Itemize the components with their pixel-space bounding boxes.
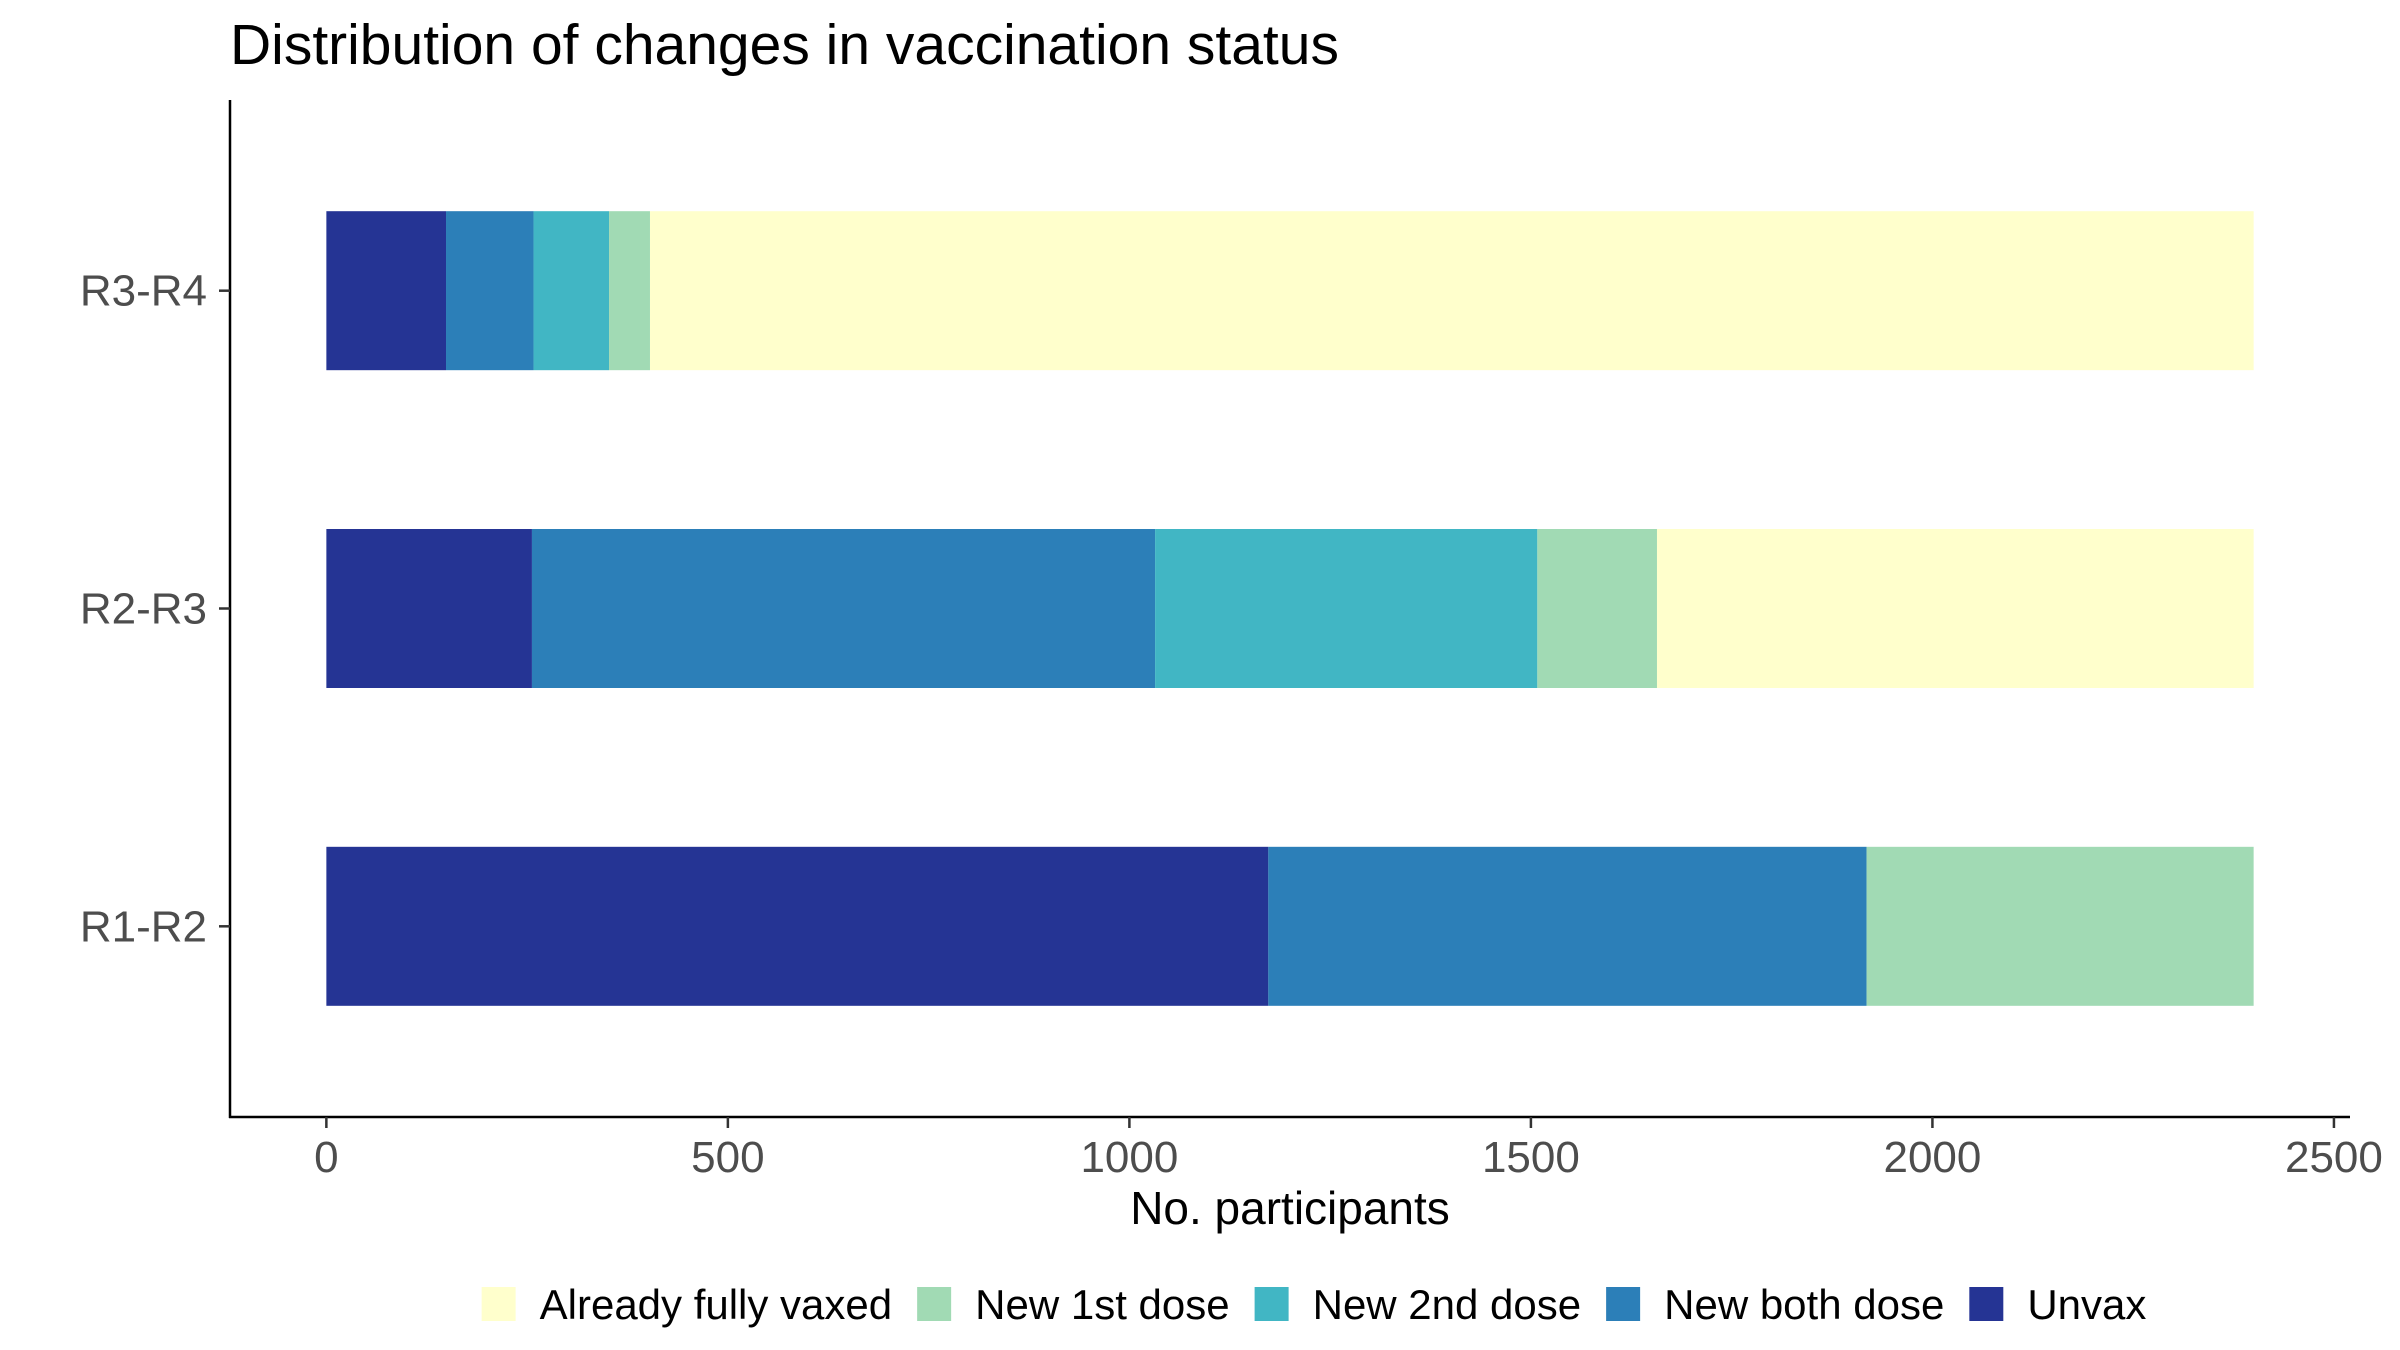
bar-unvax-r3-r4 [326,211,447,371]
bar-new-both-dose-r3-r4 [446,211,534,371]
x-tick-label-500: 500 [691,1133,764,1182]
y-tick-label-r2-r3: R2-R3 [80,585,207,634]
x-tick-label-0: 0 [314,1133,338,1182]
x-axis: 0 500 1000 1500 2000 2500 [229,1115,2383,1182]
bar-unvax-r2-r3 [326,529,532,688]
bar-already-fully-vaxed-r3-r4 [649,211,2254,371]
legend-label-new-both-dose: New both dose [1664,1281,1944,1328]
legend-key-new-1st-dose [917,1287,952,1321]
legend-item-new-both-dose: New both dose [1606,1281,1944,1328]
legend-item-new-2nd-dose: New 2nd dose [1254,1281,1582,1328]
bar-unvax-r1-r2 [326,846,1269,1006]
x-tick-label-2000: 2000 [1883,1133,1981,1182]
bar-new-both-dose-r2-r3 [531,529,1156,688]
x-tick-label-1500: 1500 [1482,1133,1580,1182]
legend-label-already-fully-vaxed: Already fully vaxed [540,1281,893,1328]
x-tick-label-2500: 2500 [2285,1133,2383,1182]
bar-new-2nd-dose-r2-r3 [1155,529,1538,688]
legend-item-new-1st-dose: New 1st dose [917,1281,1230,1328]
bar-new-2nd-dose-r3-r4 [533,211,610,371]
legend-key-new-2nd-dose [1254,1287,1289,1321]
y-tick-label-r1-r2: R1-R2 [80,902,207,951]
bar-new-1st-dose-r1-r2 [1866,846,2254,1006]
x-axis-label: No. participants [1130,1182,1450,1234]
legend-label-new-1st-dose: New 1st dose [975,1281,1229,1328]
legend-key-already-fully-vaxed [481,1287,516,1321]
y-axis: R3-R4 R2-R3 R1-R2 [80,100,232,1118]
x-tick-label-1000: 1000 [1080,1133,1178,1182]
legend-item-unvax: Unvax [1969,1281,2146,1328]
bar-new-1st-dose-r3-r4 [609,211,650,371]
y-tick-label-r3-r4: R3-R4 [80,267,207,316]
bars-group [326,211,2254,1006]
bar-already-fully-vaxed-r2-r3 [1656,529,2254,688]
bar-new-1st-dose-r2-r3 [1537,529,1657,688]
legend: Already fully vaxed New 1st dose New 2nd d… [481,1281,2146,1328]
legend-label-unvax: Unvax [2027,1281,2146,1328]
chart-title: Distribution of changes in vaccination s… [230,13,1339,77]
bar-new-both-dose-r1-r2 [1268,846,1867,1006]
legend-key-new-both-dose [1606,1287,1641,1321]
legend-key-unvax [1969,1287,2004,1321]
legend-label-new-2nd-dose: New 2nd dose [1313,1281,1582,1328]
legend-item-already-fully-vaxed: Already fully vaxed [481,1281,893,1328]
